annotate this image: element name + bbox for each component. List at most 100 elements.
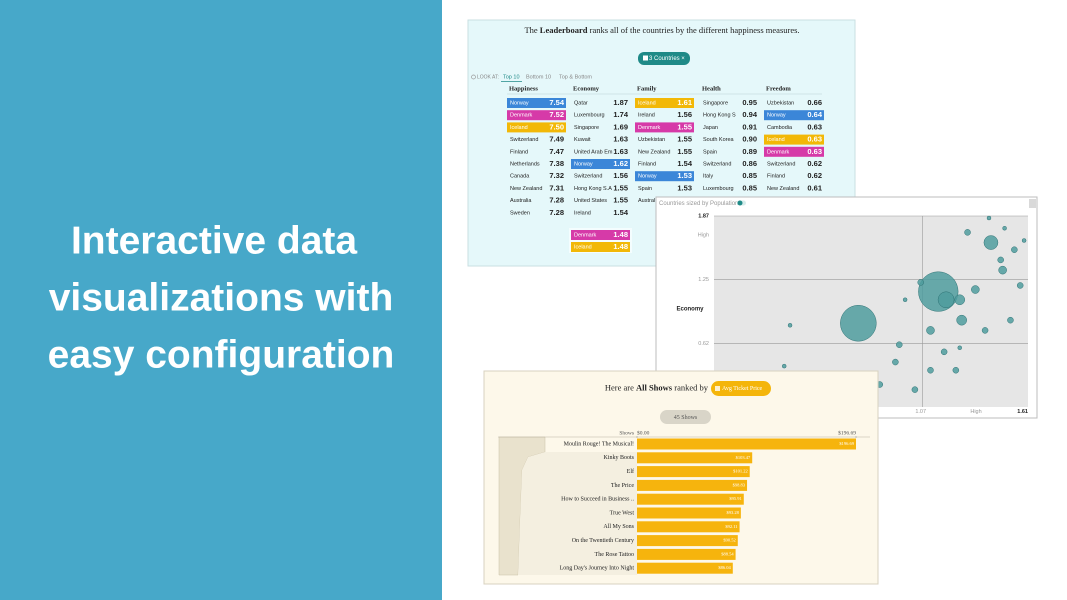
bubble[interactable] <box>983 235 999 250</box>
bubble[interactable] <box>937 291 955 309</box>
bubble[interactable] <box>998 265 1007 275</box>
measure-chip[interactable] <box>711 381 771 396</box>
country-name: Switzerland <box>767 161 795 167</box>
bar-value-label: $95.91 <box>729 496 741 501</box>
bar[interactable] <box>637 562 733 574</box>
country-name: United Arab Em <box>574 149 613 155</box>
bubble[interactable] <box>997 256 1004 264</box>
look-at-label: LOOK AT: <box>477 74 499 80</box>
bubble[interactable] <box>956 314 967 326</box>
count-chip[interactable] <box>660 410 711 424</box>
bubble[interactable] <box>1016 282 1024 289</box>
x-tick-label: 1.61 <box>1017 409 1028 415</box>
bar[interactable] <box>637 452 753 464</box>
bar[interactable] <box>637 466 750 478</box>
bubble[interactable] <box>917 279 924 286</box>
bar-value-label: $93.28 <box>726 510 739 515</box>
intro-part: The <box>524 25 539 35</box>
bar-value-label: $86.04 <box>718 565 731 570</box>
column-header: Freedom <box>766 85 791 92</box>
bar-value-label: $103.47 <box>736 455 751 460</box>
country-value: 7.28 <box>549 196 564 205</box>
bar[interactable] <box>637 535 738 547</box>
country-name: Australia <box>638 198 660 204</box>
bar[interactable] <box>637 479 748 491</box>
bar-category: How to Succeed in Business .. <box>561 497 634 503</box>
country-value: 0.90 <box>742 135 757 144</box>
bubble[interactable] <box>971 285 980 294</box>
country-name: Uzbekistan <box>767 100 794 106</box>
country-value: 0.64 <box>807 110 822 119</box>
country-name: Hong Kong S.A <box>574 186 612 192</box>
country-value: 0.86 <box>742 159 757 168</box>
tab[interactable]: Top & Bottom <box>559 74 592 80</box>
bubble[interactable] <box>902 297 908 302</box>
bubble[interactable] <box>896 341 903 348</box>
y-axis-label: Economy <box>676 307 704 313</box>
country-value: 1.48 <box>613 230 628 239</box>
bubble[interactable] <box>986 215 992 221</box>
country-name: Uzbekistan <box>638 137 665 143</box>
bubble[interactable] <box>1011 246 1018 253</box>
country-value: 1.53 <box>677 171 692 180</box>
highlight <box>764 134 824 145</box>
bubble[interactable] <box>918 271 959 312</box>
country-value: 1.54 <box>677 159 692 168</box>
tab[interactable]: Bottom 10 <box>526 74 551 80</box>
bubble[interactable] <box>981 327 989 334</box>
bubble[interactable] <box>952 366 960 374</box>
country-value: 1.55 <box>677 147 692 156</box>
bubble[interactable] <box>1002 226 1007 231</box>
country-name: Netherlands <box>510 161 540 167</box>
country-name: Switzerland <box>510 137 538 143</box>
country-name: Switzerland <box>574 174 602 180</box>
country-name: Spain <box>703 149 717 155</box>
bubble[interactable] <box>927 366 934 374</box>
eye-icon <box>471 74 476 80</box>
country-name: Iceland <box>510 125 528 131</box>
highlight <box>764 110 824 121</box>
country-name: Switzerland <box>703 161 731 167</box>
measure-chip-icon <box>715 386 720 391</box>
bubble[interactable] <box>926 326 935 335</box>
country-value: 1.55 <box>613 183 628 192</box>
country-name: Sweden <box>510 210 530 216</box>
intro-part: Leaderboard <box>540 25 588 35</box>
filter-chip[interactable] <box>638 52 690 65</box>
bubble[interactable] <box>781 363 787 369</box>
bar[interactable] <box>637 507 741 519</box>
bubble[interactable] <box>957 345 962 350</box>
bubble[interactable] <box>840 305 877 342</box>
bubble[interactable] <box>940 348 948 356</box>
highlight <box>635 122 694 133</box>
country-name: New Zealand <box>638 149 670 155</box>
highlight <box>571 242 630 252</box>
country-name: Iceland <box>767 137 785 143</box>
scatter-control[interactable] <box>1029 199 1036 208</box>
bubble[interactable] <box>892 358 899 366</box>
bar[interactable] <box>637 438 856 450</box>
highlight <box>764 146 824 157</box>
bar-value-label: $196.69 <box>839 441 854 446</box>
bar[interactable] <box>637 493 744 505</box>
country-value: 7.54 <box>549 98 564 107</box>
bubble[interactable] <box>1021 238 1027 243</box>
bubble[interactable] <box>1007 316 1014 324</box>
country-value: 1.63 <box>613 147 628 156</box>
bubble[interactable] <box>787 323 793 328</box>
bar-category: Elf <box>627 468 634 475</box>
bar[interactable] <box>637 521 740 533</box>
highlight <box>507 98 566 108</box>
country-value: 0.94 <box>742 110 757 119</box>
bubble[interactable] <box>954 294 966 306</box>
country-name: Kuwait <box>574 137 591 143</box>
bar[interactable] <box>637 548 736 560</box>
country-name: New Zealand <box>767 186 799 192</box>
bubble[interactable] <box>964 229 971 236</box>
count-chip-label: 45 Shows <box>674 415 698 421</box>
tab[interactable]: Top 10 <box>503 74 520 80</box>
filter-chip-label: 3 Countries <box>649 56 680 62</box>
bubble[interactable] <box>911 386 919 393</box>
country-value: 0.62 <box>807 171 822 180</box>
highlight <box>635 171 694 182</box>
